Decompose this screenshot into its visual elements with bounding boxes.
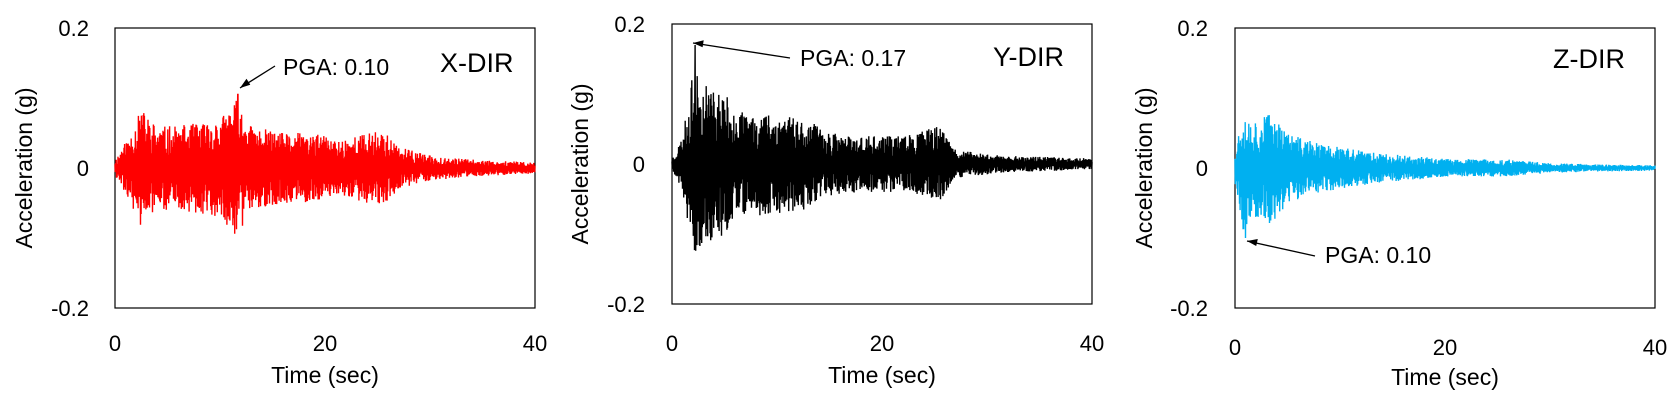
y-tick-label-bottom-y: -0.2 <box>607 292 645 317</box>
y-axis-label-z: Acceleration (g) <box>1131 87 1157 248</box>
y-tick-label-mid-x: 0 <box>77 156 89 181</box>
y-axis-label-x: Acceleration (g) <box>11 87 37 248</box>
chart-x-dir: 0.2 0 -0.2 0 20 40 Time (sec) Accelerati… <box>11 16 547 388</box>
x-axis-label-z: Time (sec) <box>1391 364 1499 390</box>
chart-y-dir: 0.2 0 -0.2 0 20 40 Time (sec) Accelerati… <box>567 12 1104 388</box>
series-line-x <box>114 93 536 234</box>
y-tick-label-bottom-z: -0.2 <box>1170 296 1208 321</box>
x-tick-label-start-y: 0 <box>666 331 678 356</box>
pga-arrow-y <box>692 42 791 59</box>
chart-z-dir: 0.2 0 -0.2 0 20 40 Time (sec) Accelerati… <box>1131 16 1667 390</box>
pga-arrow-z <box>1246 240 1316 257</box>
series-line-y <box>671 44 1093 251</box>
x-axis-label-x: Time (sec) <box>271 362 379 388</box>
y-tick-label-top-z: 0.2 <box>1177 16 1208 41</box>
pga-arrowhead-z <box>1247 239 1258 246</box>
x-tick-label-start-z: 0 <box>1229 335 1241 360</box>
y-tick-label-mid-z: 0 <box>1196 156 1208 181</box>
y-tick-label-top-x: 0.2 <box>58 16 89 41</box>
x-axis-label-y: Time (sec) <box>828 362 936 388</box>
direction-label-x: X-DIR <box>440 48 514 78</box>
x-tick-label-start-x: 0 <box>109 331 121 356</box>
pga-arrowhead-x <box>240 78 251 88</box>
x-tick-label-end-y: 40 <box>1080 331 1104 356</box>
x-tick-label-end-x: 40 <box>523 331 547 356</box>
y-axis-label-y: Acceleration (g) <box>567 83 593 244</box>
y-tick-label-bottom-x: -0.2 <box>51 296 89 321</box>
direction-label-y: Y-DIR <box>993 42 1064 72</box>
direction-label-z: Z-DIR <box>1553 44 1625 74</box>
y-tick-label-top-y: 0.2 <box>614 12 645 37</box>
pga-label-z: PGA: 0.10 <box>1325 242 1431 268</box>
x-tick-label-end-z: 40 <box>1643 335 1667 360</box>
y-tick-label-mid-y: 0 <box>633 152 645 177</box>
x-tick-label-mid-y: 20 <box>870 331 894 356</box>
x-tick-label-mid-z: 20 <box>1433 335 1457 360</box>
pga-arrowhead-y <box>693 40 704 48</box>
pga-label-x: PGA: 0.10 <box>283 54 389 80</box>
series-line-z <box>1234 115 1656 239</box>
pga-label-y: PGA: 0.17 <box>800 45 906 71</box>
x-tick-label-mid-x: 20 <box>313 331 337 356</box>
